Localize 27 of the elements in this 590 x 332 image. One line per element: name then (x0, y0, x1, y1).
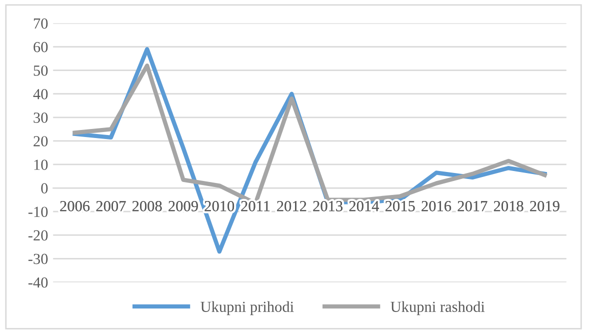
legend-label: Ukupni rashodi (390, 301, 485, 316)
x-tick-label: 2011 (241, 200, 270, 212)
y-tick-label: 10 (34, 160, 48, 170)
x-tick-label: 2008 (132, 200, 162, 212)
x-tick-label: 2007 (96, 200, 126, 212)
y-tick-label: 70 (34, 18, 48, 29)
x-tick-label: 2009 (168, 200, 198, 212)
x-tick-label: 2013 (313, 200, 343, 212)
y-tick-label: -10 (28, 206, 48, 218)
y-tick-label: 50 (34, 65, 48, 76)
x-tick-label: 2014 (349, 200, 380, 212)
y-tick-label: -30 (28, 254, 48, 264)
y-tick-label: 60 (34, 42, 48, 52)
x-tick-label: 2019 (530, 200, 560, 212)
y-tick-label: 20 (34, 136, 48, 146)
y-tick-label: 0 (41, 183, 48, 194)
x-tick-label: 2016 (422, 200, 452, 212)
y-tick-label: -20 (28, 230, 48, 241)
y-tick-label: -40 (28, 277, 48, 288)
x-tick-label: 2015 (386, 200, 415, 212)
x-tick-label: 2006 (60, 200, 90, 212)
legend-label: Ukupni prihodi (200, 301, 294, 316)
x-tick-label: 2012 (277, 200, 306, 212)
x-tick-label: 2018 (494, 200, 524, 212)
x-tick-label: 2017 (458, 200, 488, 212)
y-tick-label: 30 (34, 112, 48, 123)
y-tick-label: 40 (33, 89, 48, 100)
